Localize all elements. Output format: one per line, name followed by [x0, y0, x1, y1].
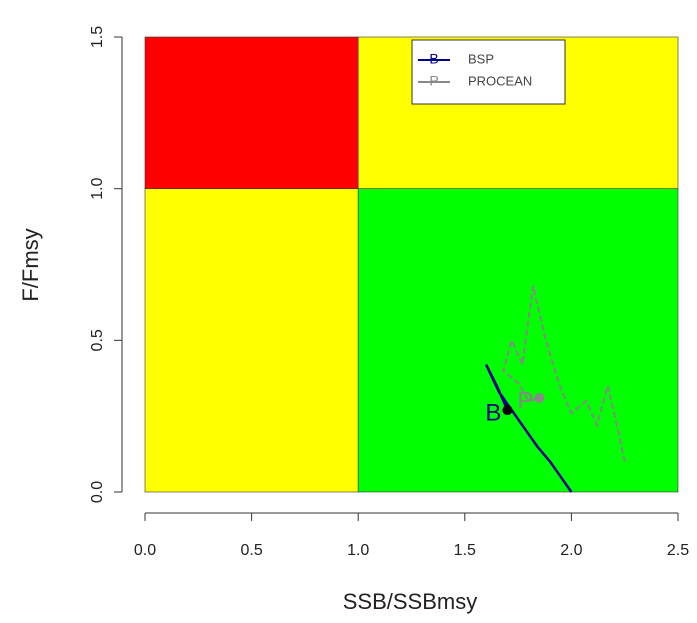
y-tick-label: 0.5 — [89, 329, 106, 351]
zone — [144, 188, 359, 493]
legend-marker: B — [429, 51, 438, 67]
series-end — [534, 392, 545, 403]
x-tick-label: 1.5 — [454, 542, 476, 559]
y-tick-label: 1.0 — [89, 177, 106, 199]
series-label: B — [485, 399, 501, 426]
legend-box — [411, 39, 566, 105]
series-label: P — [517, 387, 533, 414]
x-axis-title: SSB/SSBmsy — [343, 589, 477, 614]
zone — [144, 36, 359, 189]
x-tick-label: 0.5 — [240, 542, 262, 559]
x-tick-label: 2.0 — [560, 542, 582, 559]
y-tick-label: 1.5 — [89, 26, 106, 48]
series-line — [502, 285, 626, 462]
legend-label: PROCEAN — [468, 73, 532, 88]
y-axis-title: F/Fmsy — [18, 228, 43, 301]
series-line — [484, 364, 573, 493]
zone — [357, 188, 679, 493]
x-tick-label: 2.5 — [667, 542, 689, 559]
x-tick-label: 1.0 — [347, 542, 369, 559]
y-tick-label: 0.0 — [89, 481, 106, 503]
legend-label: BSP — [468, 51, 494, 66]
series-end — [502, 405, 513, 416]
legend-marker: P — [429, 73, 438, 89]
x-tick-label: 0.0 — [134, 542, 156, 559]
